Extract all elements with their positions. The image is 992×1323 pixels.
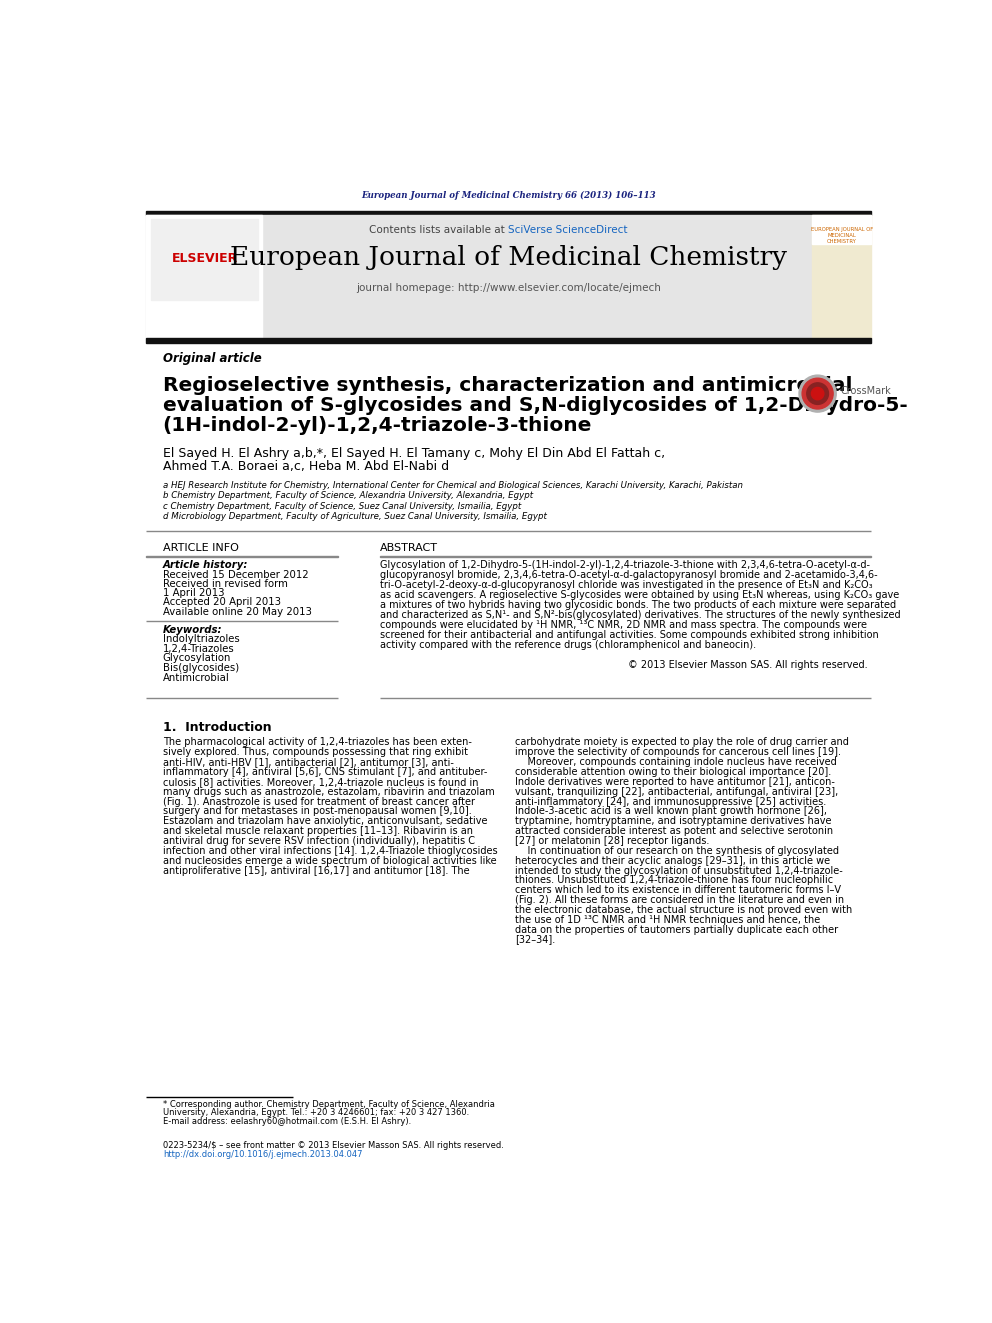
Text: attracted considerable interest as potent and selective serotonin: attracted considerable interest as poten… — [516, 826, 833, 836]
Bar — [146, 214, 262, 339]
Text: (Fig. 2). All these forms are considered in the literature and even in: (Fig. 2). All these forms are considered… — [516, 896, 844, 905]
Text: and skeletal muscle relaxant properties [11–13]. Ribavirin is an: and skeletal muscle relaxant properties … — [163, 826, 473, 836]
Text: ELSEVIER: ELSEVIER — [172, 253, 238, 266]
Text: CrossMark: CrossMark — [840, 386, 891, 397]
Text: compounds were elucidated by ¹H NMR, ¹³C NMR, 2D NMR and mass spectra. The compo: compounds were elucidated by ¹H NMR, ¹³C… — [380, 619, 867, 630]
Text: data on the properties of tautomers partially duplicate each other: data on the properties of tautomers part… — [516, 925, 838, 934]
Text: the use of 1D ¹³C NMR and ¹H NMR techniques and hence, the: the use of 1D ¹³C NMR and ¹H NMR techniq… — [516, 914, 820, 925]
Bar — [812, 214, 871, 339]
Text: Keywords:: Keywords: — [163, 624, 222, 635]
Circle shape — [811, 388, 823, 400]
Text: c Chemistry Department, Faculty of Science, Suez Canal University, Ismailia, Egy: c Chemistry Department, Faculty of Scien… — [163, 501, 521, 511]
Text: Ahmed T.A. Boraei a,c, Heba M. Abd El-Nabi d: Ahmed T.A. Boraei a,c, Heba M. Abd El-Na… — [163, 460, 448, 474]
Text: d Microbiology Department, Faculty of Agriculture, Suez Canal University, Ismail: d Microbiology Department, Faculty of Ag… — [163, 512, 547, 521]
Text: © 2013 Elsevier Masson SAS. All rights reserved.: © 2013 Elsevier Masson SAS. All rights r… — [628, 660, 868, 671]
Text: improve the selectivity of compounds for cancerous cell lines [19].: improve the selectivity of compounds for… — [516, 747, 841, 757]
Circle shape — [806, 382, 828, 405]
Text: 1.  Introduction: 1. Introduction — [163, 721, 272, 733]
Text: ARTICLE INFO: ARTICLE INFO — [163, 542, 239, 553]
Text: antiviral drug for severe RSV infection (individually), hepatitis C: antiviral drug for severe RSV infection … — [163, 836, 475, 845]
Text: activity compared with the reference drugs (chloramphenicol and baneocin).: activity compared with the reference dru… — [380, 639, 756, 650]
Bar — [812, 214, 871, 245]
Text: inflammatory [4], antiviral [5,6], CNS stimulant [7], and antituber-: inflammatory [4], antiviral [5,6], CNS s… — [163, 767, 487, 777]
Text: surgery and for metastases in post-menopausal women [9,10].: surgery and for metastases in post-menop… — [163, 807, 471, 816]
Text: intended to study the glycosylation of unsubstituted 1,2,4-triazole-: intended to study the glycosylation of u… — [516, 865, 843, 876]
Text: many drugs such as anastrozole, estazolam, ribavirin and triazolam: many drugs such as anastrozole, estazola… — [163, 787, 494, 796]
Bar — [146, 339, 871, 343]
Text: University, Alexandria, Egypt. Tel.: +20 3 4246601; fax: +20 3 427 1360.: University, Alexandria, Egypt. Tel.: +20… — [163, 1109, 469, 1118]
Text: Accepted 20 April 2013: Accepted 20 April 2013 — [163, 597, 281, 607]
Text: 1,2,4-Triazoles: 1,2,4-Triazoles — [163, 644, 234, 654]
Text: carbohydrate moiety is expected to play the role of drug carrier and: carbohydrate moiety is expected to play … — [516, 737, 849, 747]
Text: anti-inflammatory [24], and immunosuppressive [25] activities.: anti-inflammatory [24], and immunosuppre… — [516, 796, 826, 807]
Text: tryptamine, homtryptamine, and isotryptamine derivatives have: tryptamine, homtryptamine, and isotrypta… — [516, 816, 832, 827]
Text: evaluation of S-glycosides and S,N-diglycosides of 1,2-Dihydro-5-: evaluation of S-glycosides and S,N-digly… — [163, 396, 908, 414]
Text: Estazolam and triazolam have anxiolytic, anticonvulsant, sedative: Estazolam and triazolam have anxiolytic,… — [163, 816, 487, 827]
Text: The pharmacological activity of 1,2,4-triazoles has been exten-: The pharmacological activity of 1,2,4-tr… — [163, 737, 471, 747]
Bar — [146, 212, 871, 214]
Text: Antimicrobial: Antimicrobial — [163, 672, 229, 683]
Text: culosis [8] activities. Moreover, 1,2,4-triazole nucleus is found in: culosis [8] activities. Moreover, 1,2,4-… — [163, 777, 478, 787]
Text: vulsant, tranquilizing [22], antibacterial, antifungal, antiviral [23],: vulsant, tranquilizing [22], antibacteri… — [516, 787, 838, 796]
Text: centers which led to its existence in different tautomeric forms I–V: centers which led to its existence in di… — [516, 885, 841, 896]
Text: Contents lists available at: Contents lists available at — [369, 225, 509, 234]
Text: and characterized as S,N¹- and S,N²-bis(glycosylated) derivatives. The structure: and characterized as S,N¹- and S,N²-bis(… — [380, 610, 901, 619]
Text: (1H-indol-2-yl)-1,2,4-triazole-3-thione: (1H-indol-2-yl)-1,2,4-triazole-3-thione — [163, 415, 592, 435]
Text: [27] or melatonin [28] receptor ligands.: [27] or melatonin [28] receptor ligands. — [516, 836, 709, 845]
Text: Indole-3-acetic acid is a well known plant growth hormone [26],: Indole-3-acetic acid is a well known pla… — [516, 807, 827, 816]
Text: 0223-5234/$ – see front matter © 2013 Elsevier Masson SAS. All rights reserved.: 0223-5234/$ – see front matter © 2013 El… — [163, 1142, 504, 1151]
Text: infection and other viral infections [14]. 1,2,4-Triazole thioglycosides: infection and other viral infections [14… — [163, 845, 497, 856]
Text: thiones. Unsubstituted 1,2,4-triazole-thione has four nucleophilic: thiones. Unsubstituted 1,2,4-triazole-th… — [516, 876, 833, 885]
Text: Available online 20 May 2013: Available online 20 May 2013 — [163, 606, 311, 617]
Text: considerable attention owing to their biological importance [20].: considerable attention owing to their bi… — [516, 767, 831, 777]
Circle shape — [799, 376, 836, 411]
Text: a HEJ Research Institute for Chemistry, International Center for Chemical and Bi: a HEJ Research Institute for Chemistry, … — [163, 480, 743, 490]
Text: Indolyltriazoles: Indolyltriazoles — [163, 634, 239, 644]
Text: ABSTRACT: ABSTRACT — [380, 542, 437, 553]
Text: Received 15 December 2012: Received 15 December 2012 — [163, 570, 309, 579]
Text: heterocycles and their acyclic analogs [29–31], in this article we: heterocycles and their acyclic analogs [… — [516, 856, 830, 865]
Text: sively explored. Thus, compounds possessing that ring exhibit: sively explored. Thus, compounds possess… — [163, 747, 468, 757]
Bar — [146, 214, 812, 339]
Text: El Sayed H. El Ashry a,b,*, El Sayed H. El Tamany c, Mohy El Din Abd El Fattah c: El Sayed H. El Ashry a,b,*, El Sayed H. … — [163, 447, 665, 460]
Text: 1 April 2013: 1 April 2013 — [163, 587, 224, 598]
Text: EUROPEAN JOURNAL OF
MEDICINAL
CHEMISTRY: EUROPEAN JOURNAL OF MEDICINAL CHEMISTRY — [810, 226, 873, 243]
Text: [32–34].: [32–34]. — [516, 934, 556, 945]
Text: In continuation of our research on the synthesis of glycosylated: In continuation of our research on the s… — [516, 845, 839, 856]
Text: journal homepage: http://www.elsevier.com/locate/ejmech: journal homepage: http://www.elsevier.co… — [356, 283, 661, 294]
Text: b Chemistry Department, Faculty of Science, Alexandria University, Alexandria, E: b Chemistry Department, Faculty of Scien… — [163, 491, 533, 500]
Text: (Fig. 1). Anastrozole is used for treatment of breast cancer after: (Fig. 1). Anastrozole is used for treatm… — [163, 796, 475, 807]
Text: a mixtures of two hybrids having two glycosidic bonds. The two products of each : a mixtures of two hybrids having two gly… — [380, 599, 896, 610]
Bar — [151, 218, 258, 300]
Text: anti-HIV, anti-HBV [1], antibacterial [2], antitumor [3], anti-: anti-HIV, anti-HBV [1], antibacterial [2… — [163, 757, 453, 767]
Text: E-mail address: eelashry60@hotmail.com (E.S.H. El Ashry).: E-mail address: eelashry60@hotmail.com (… — [163, 1117, 411, 1126]
Text: glucopyranosyl bromide, 2,3,4,6-tetra-O-acetyl-α-d-galactopyranosyl bromide and : glucopyranosyl bromide, 2,3,4,6-tetra-O-… — [380, 570, 877, 579]
Text: screened for their antibacterial and antifungal activities. Some compounds exhib: screened for their antibacterial and ant… — [380, 630, 879, 639]
Text: European Journal of Medicinal Chemistry: European Journal of Medicinal Chemistry — [230, 245, 787, 270]
Circle shape — [803, 378, 833, 409]
Text: Bis(glycosides): Bis(glycosides) — [163, 663, 239, 673]
Text: Original article: Original article — [163, 352, 262, 365]
Text: Glycosylation: Glycosylation — [163, 654, 231, 664]
Text: the electronic database, the actual structure is not proved even with: the electronic database, the actual stru… — [516, 905, 853, 916]
Text: tri-O-acetyl-2-deoxy-α-d-glucopyranosyl chloride was investigated in the presenc: tri-O-acetyl-2-deoxy-α-d-glucopyranosyl … — [380, 579, 872, 590]
Text: Article history:: Article history: — [163, 560, 248, 569]
Text: Regioselective synthesis, characterization and antimicrobial: Regioselective synthesis, characterizati… — [163, 376, 852, 394]
Text: European Journal of Medicinal Chemistry 66 (2013) 106–113: European Journal of Medicinal Chemistry … — [361, 191, 656, 200]
Text: * Corresponding author. Chemistry Department, Faculty of Science, Alexandria: * Corresponding author. Chemistry Depart… — [163, 1099, 495, 1109]
Text: Indole derivatives were reported to have antitumor [21], anticon-: Indole derivatives were reported to have… — [516, 777, 835, 787]
Text: Received in revised form: Received in revised form — [163, 578, 288, 589]
Text: as acid scavengers. A regioselective S-glycosides were obtained by using Et₃N wh: as acid scavengers. A regioselective S-g… — [380, 590, 899, 599]
Text: antiproliferative [15], antiviral [16,17] and antitumor [18]. The: antiproliferative [15], antiviral [16,17… — [163, 865, 469, 876]
Text: Glycosylation of 1,2-Dihydro-5-(1H-indol-2-yl)-1,2,4-triazole-3-thione with 2,3,: Glycosylation of 1,2-Dihydro-5-(1H-indol… — [380, 560, 870, 569]
Text: Moreover, compounds containing indole nucleus have received: Moreover, compounds containing indole nu… — [516, 757, 837, 767]
Text: SciVerse ScienceDirect: SciVerse ScienceDirect — [509, 225, 628, 234]
Text: http://dx.doi.org/10.1016/j.ejmech.2013.04.047: http://dx.doi.org/10.1016/j.ejmech.2013.… — [163, 1150, 362, 1159]
Text: and nucleosides emerge a wide spectrum of biological activities like: and nucleosides emerge a wide spectrum o… — [163, 856, 496, 865]
